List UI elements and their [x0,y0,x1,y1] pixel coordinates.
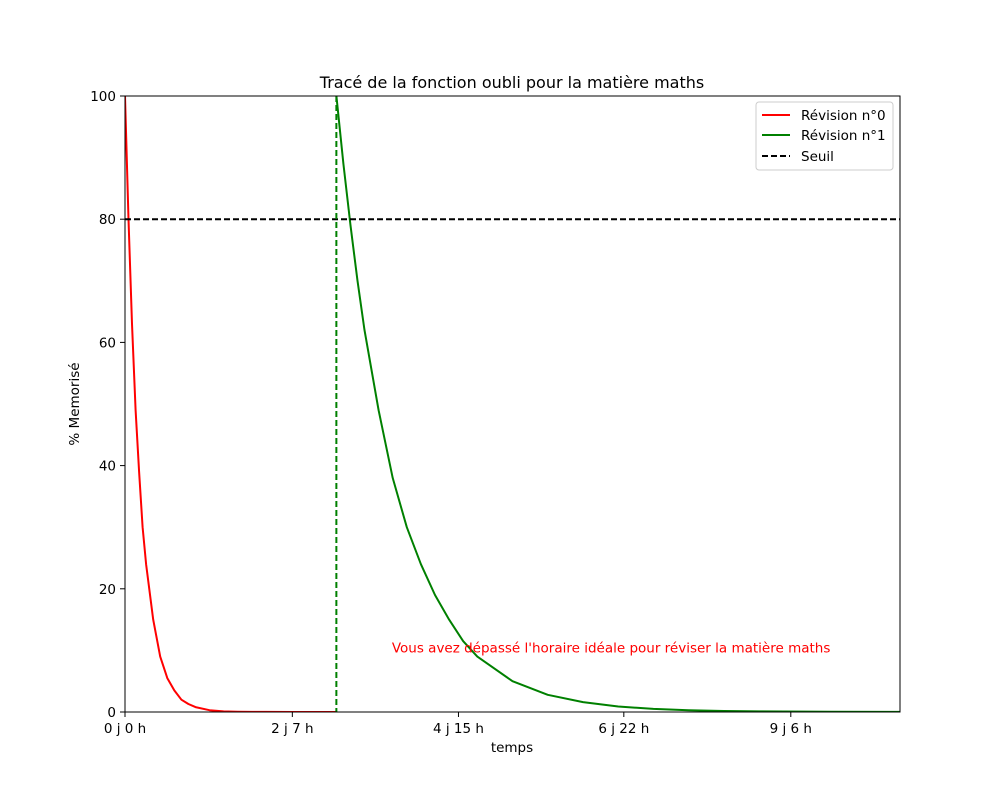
y-tick-label: 20 [99,582,116,598]
legend-label-revision-0: Révision n°0 [801,108,886,124]
y-axis-label: % Memorisé [67,362,83,445]
y-tick-label: 100 [90,89,116,105]
y-tick-label: 60 [99,335,116,351]
chart-title: Tracé de la fonction oubli pour la matiè… [319,73,704,92]
x-tick-label: 4 j 15 h [433,721,484,737]
axes-frame [124,95,901,713]
plot-area: 0 j 0 h 2 j 7 h 4 j 15 h 6 j 22 h 9 j 6 h 0 20… [90,89,901,737]
x-tick-label: 6 j 22 h [598,721,649,737]
x-tick-label: 0 j 0 h [104,721,146,737]
y-tick-label: 80 [99,212,116,228]
legend-frame [755,101,894,171]
x-tick-label: 2 j 7 h [271,721,313,737]
y-tick-label: 0 [107,705,116,721]
legend-label-threshold: Seuil [801,149,834,165]
legend: Révision n°0 Révision n°1 Seuil [755,101,894,171]
x-tick-label: 9 j 6 h [770,721,812,737]
x-axis-label: temps [491,740,533,756]
overdue-annotation: Vous avez dépassé l'horaire idéale pour … [392,640,831,656]
y-tick-label: 40 [99,459,116,475]
series-line-revision-1 [335,96,900,712]
legend-label-revision-1: Révision n°1 [801,128,886,144]
